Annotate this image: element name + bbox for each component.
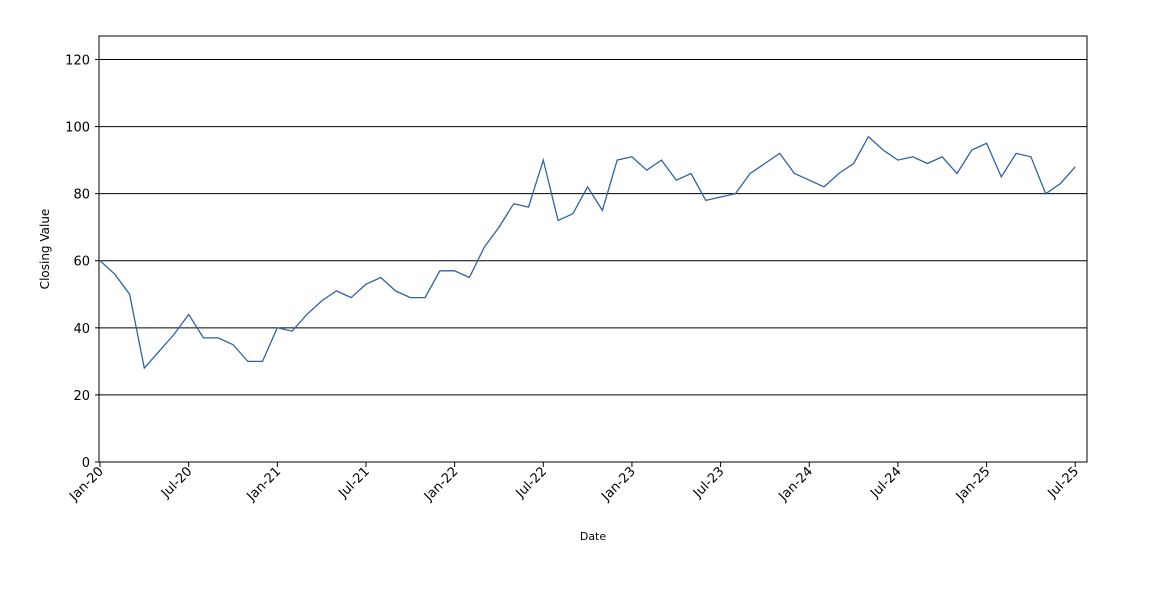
x-tick-label: Jul-23 (690, 464, 727, 501)
plot-area (98, 35, 1088, 463)
x-tick-label: Jul-22 (513, 464, 550, 501)
y-axis-label: Closing Value (38, 209, 52, 290)
x-tick-label: Jul-25 (1045, 464, 1082, 501)
x-tick-label: Jan-25 (953, 464, 994, 505)
y-tick-label: 120 (65, 53, 90, 68)
x-tick-label: Jul-20 (158, 464, 195, 501)
y-tick-label: 80 (73, 188, 90, 203)
x-axis-label: Date (580, 530, 607, 543)
data-line (99, 135, 1076, 370)
x-tick-label: Jan-24 (776, 464, 817, 505)
y-tick-label: 60 (73, 255, 90, 270)
x-tick-label: Jul-24 (867, 464, 904, 501)
x-tick-label: Jan-23 (598, 464, 639, 505)
y-tick-label: 20 (73, 389, 90, 404)
x-tick-label: Jan-22 (421, 464, 462, 505)
y-tick-label: 40 (73, 322, 90, 337)
y-tick-label: 100 (65, 121, 90, 136)
y-tick-label: 0 (82, 456, 90, 471)
x-tick-label: Jan-21 (244, 464, 285, 505)
x-tick-label: Jul-21 (335, 464, 372, 501)
